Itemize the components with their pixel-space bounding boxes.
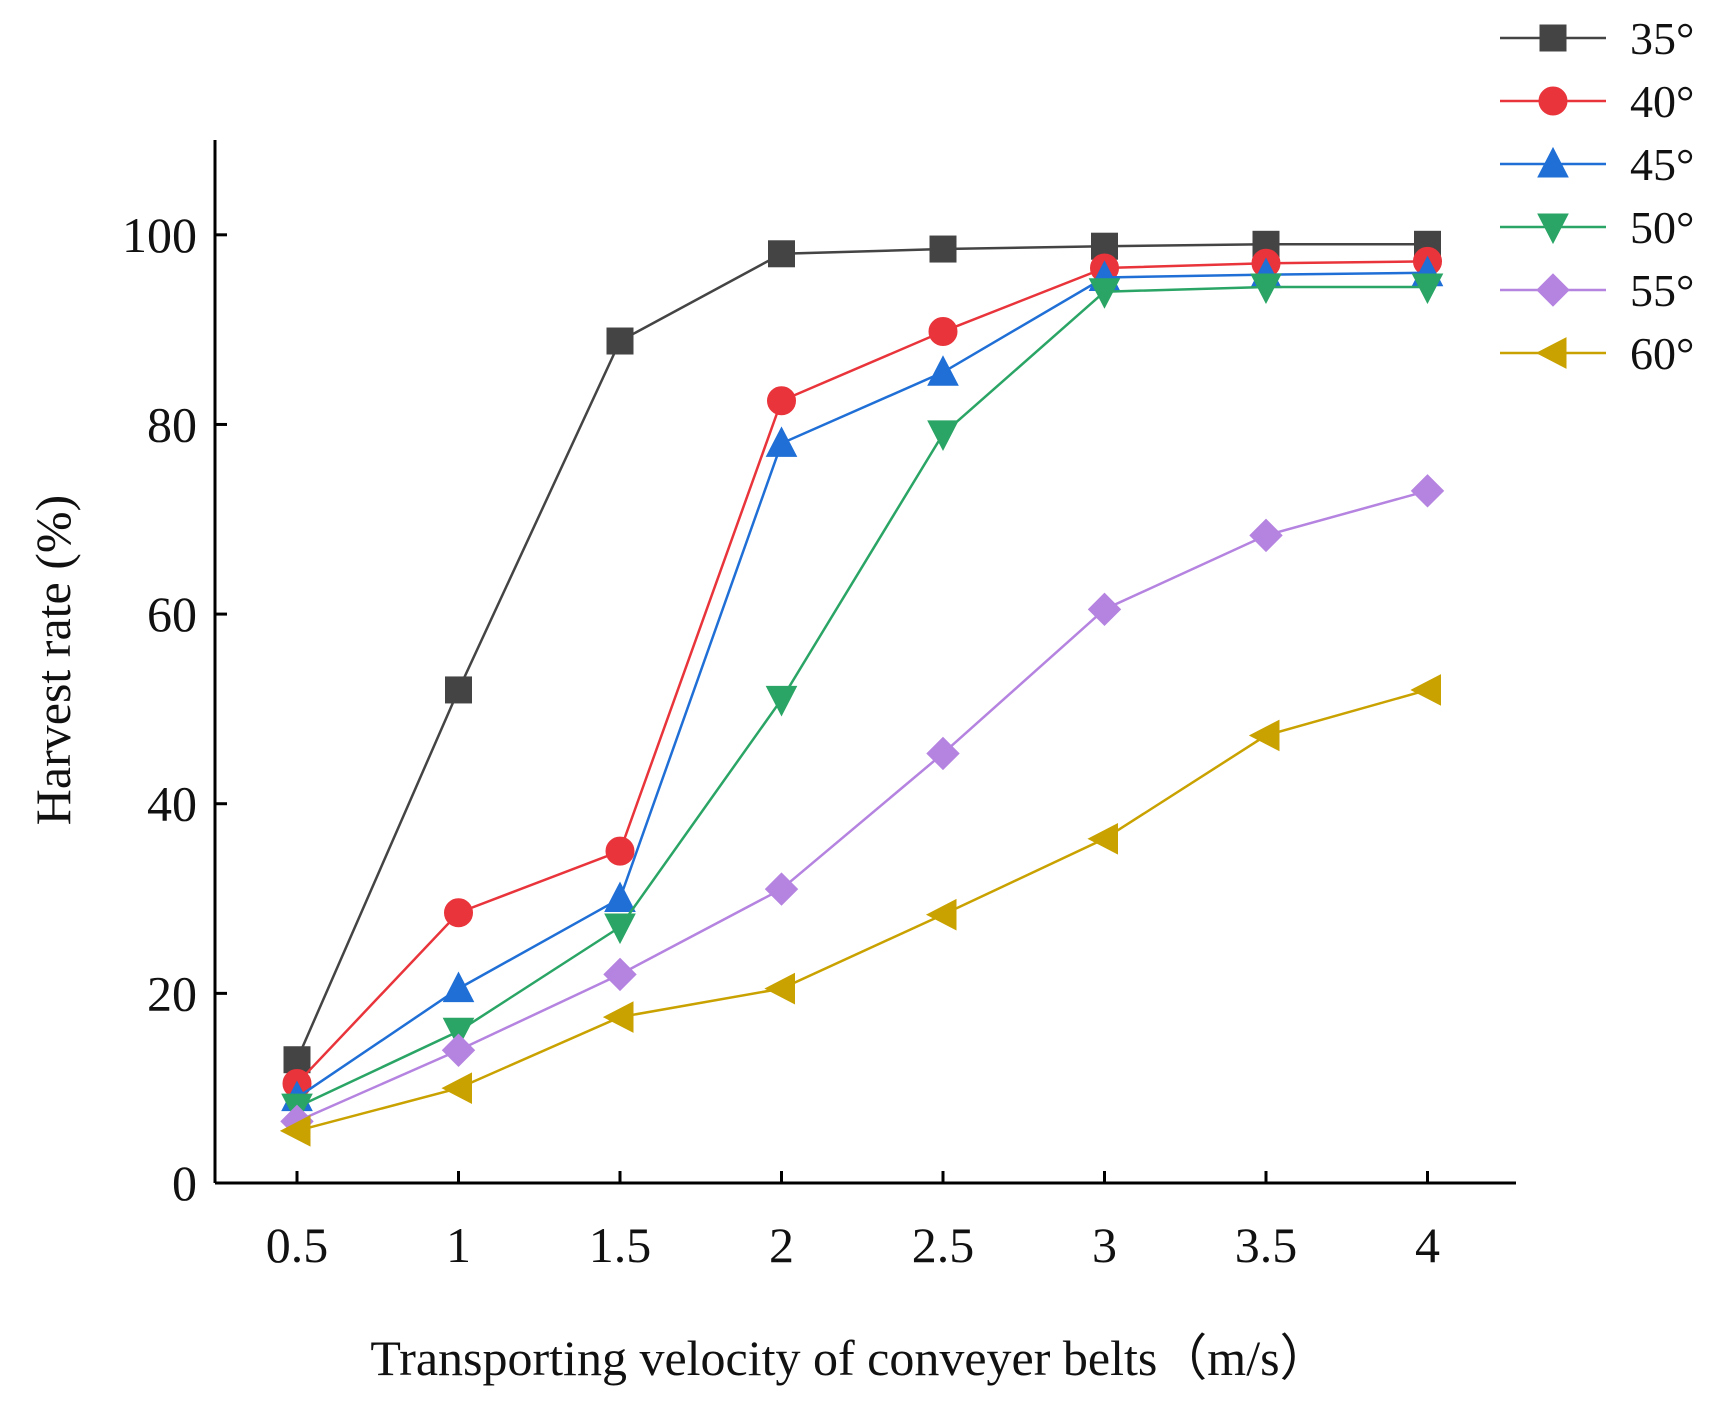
data-point bbox=[283, 1046, 311, 1074]
data-point bbox=[764, 872, 799, 906]
legend-label: 55° bbox=[1630, 265, 1694, 316]
y-tick-label: 20 bbox=[147, 965, 197, 1021]
data-point bbox=[441, 1033, 476, 1067]
data-point bbox=[925, 898, 957, 931]
data-point bbox=[927, 420, 959, 452]
y-tick-label: 80 bbox=[147, 396, 197, 452]
x-tick-label: 0.5 bbox=[266, 1217, 329, 1273]
y-tick-label: 40 bbox=[147, 776, 197, 832]
data-point bbox=[604, 881, 636, 913]
series-line bbox=[296, 688, 1428, 1133]
series-1 bbox=[282, 246, 1442, 1098]
data-point bbox=[1249, 518, 1283, 553]
data-point bbox=[605, 836, 635, 866]
data-point bbox=[1411, 273, 1444, 305]
series-line bbox=[296, 271, 1428, 1099]
data-point bbox=[926, 736, 960, 771]
series-3 bbox=[281, 273, 1444, 1125]
data-point bbox=[442, 1017, 475, 1049]
series-line bbox=[296, 260, 1428, 1085]
data-point bbox=[604, 913, 636, 945]
data-point bbox=[927, 355, 959, 386]
legend-label: 50° bbox=[1630, 202, 1694, 253]
series-line bbox=[296, 489, 1428, 1123]
data-point bbox=[1087, 592, 1122, 627]
data-point bbox=[1410, 674, 1441, 706]
series-0 bbox=[283, 230, 1441, 1074]
x-tick-label: 1.5 bbox=[589, 1217, 652, 1273]
legend-item: 40° bbox=[1500, 76, 1694, 127]
x-tick-label: 4 bbox=[1415, 1217, 1440, 1273]
x-axis-title: Transporting velocity of conveyer belts（… bbox=[370, 1330, 1329, 1386]
x-tick-label: 2 bbox=[769, 1217, 794, 1273]
legend-marker bbox=[1537, 213, 1569, 245]
data-point bbox=[602, 1001, 634, 1033]
legend-marker bbox=[1535, 337, 1567, 369]
legend-item: 35° bbox=[1500, 13, 1694, 64]
series-5 bbox=[279, 674, 1441, 1147]
y-ticks: 0 20 40 60 80 100 bbox=[122, 207, 227, 1211]
data-point bbox=[928, 317, 958, 347]
series-line bbox=[295, 243, 1428, 1061]
data-point bbox=[929, 235, 957, 263]
legend-item: 60° bbox=[1500, 328, 1694, 379]
plot-series bbox=[279, 230, 1445, 1147]
legend-item: 45° bbox=[1500, 139, 1694, 190]
y-tick-label: 60 bbox=[147, 586, 197, 642]
data-point bbox=[444, 898, 473, 928]
axes: 0 20 40 60 80 100 0.5 1 1.5 2 2.5 3 3.5 4 bbox=[122, 140, 1516, 1273]
data-point bbox=[767, 386, 796, 416]
x-tick-label: 3 bbox=[1092, 1217, 1117, 1273]
y-axis-title: Harvest rate (%) bbox=[25, 495, 81, 825]
legend-marker bbox=[1538, 86, 1568, 116]
data-point bbox=[765, 426, 798, 457]
legend-item: 55° bbox=[1500, 265, 1694, 316]
x-ticks: 0.5 1 1.5 2 2.5 3 3.5 4 bbox=[266, 1171, 1440, 1273]
series-4 bbox=[280, 474, 1445, 1139]
data-point bbox=[441, 1072, 472, 1105]
data-point bbox=[1248, 719, 1280, 752]
legend-label: 35° bbox=[1630, 13, 1694, 64]
y-tick-label: 100 bbox=[122, 207, 197, 263]
legend-marker bbox=[1539, 24, 1567, 52]
x-tick-label: 2.5 bbox=[912, 1217, 975, 1273]
legend: 35° 40° 45° 50° 55° 60° bbox=[1500, 13, 1694, 379]
legend-label: 45° bbox=[1630, 139, 1694, 190]
legend-marker bbox=[1537, 146, 1569, 178]
data-point bbox=[765, 685, 798, 717]
legend-label: 60° bbox=[1630, 328, 1694, 379]
y-tick-label: 0 bbox=[172, 1155, 197, 1211]
series-line bbox=[296, 285, 1428, 1109]
data-point bbox=[1410, 474, 1445, 508]
data-point bbox=[1088, 278, 1121, 309]
legend-label: 40° bbox=[1630, 76, 1694, 127]
data-point bbox=[606, 327, 634, 355]
data-point bbox=[764, 972, 795, 1005]
data-point bbox=[768, 240, 795, 268]
data-point bbox=[1087, 822, 1118, 855]
data-point bbox=[279, 1115, 311, 1147]
legend-item: 50° bbox=[1500, 202, 1694, 253]
x-tick-label: 3.5 bbox=[1235, 1217, 1298, 1273]
legend-marker bbox=[1536, 273, 1570, 307]
data-point bbox=[1250, 273, 1282, 305]
data-point bbox=[445, 676, 472, 704]
data-point bbox=[603, 957, 637, 992]
x-tick-label: 1 bbox=[446, 1217, 471, 1273]
data-point bbox=[442, 971, 475, 1003]
